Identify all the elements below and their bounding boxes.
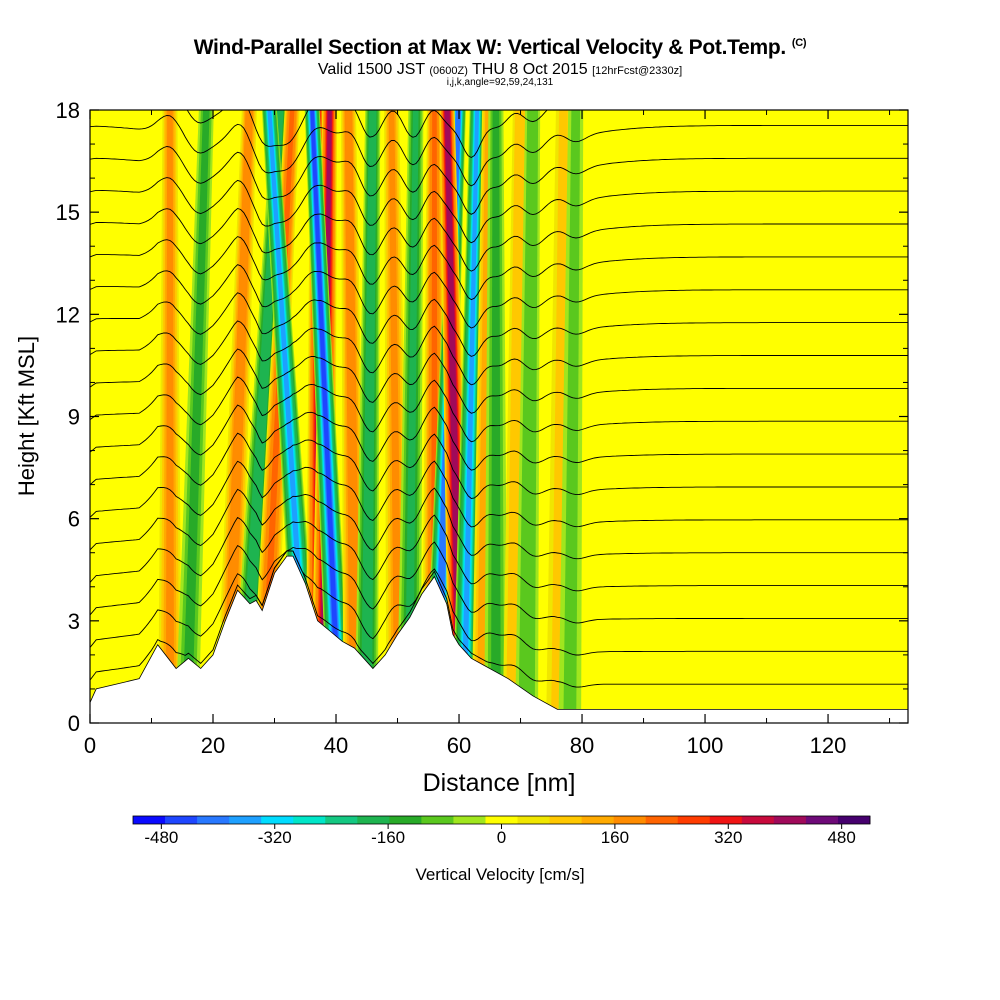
chart-title: Wind-Parallel Section at Max W: Vertical… [0,36,1000,60]
colorbar-segment-16 [645,816,679,824]
w-band-0-level-3 [166,110,174,678]
y-axis-label: Height [Kft MSL] [14,336,39,496]
colorbar-segment-8 [389,816,422,824]
copyright-mark: (C) [791,37,807,49]
colorbar-segment-4 [261,816,294,824]
theta-contour-18 [90,550,908,688]
subtitle-run: [12hrFcst@2330z] [592,65,683,77]
theta-contour-48 [90,177,908,244]
theta-contour-22 [90,541,908,624]
theta-contour-20 [90,550,908,656]
colorbar-segment-12 [517,816,550,824]
y-tick-label-0: 0 [68,711,80,736]
theta-contour-24 [90,514,908,592]
colorbar-label: Vertical Velocity [cm/s] [415,865,584,884]
colorbar-segment-22 [837,816,871,824]
x-tick-label-100: 100 [687,733,724,758]
x-tick-label-20: 20 [201,733,225,758]
y-tick-label-18: 18 [56,98,80,123]
theta-contour-52 [90,115,908,187]
theta-contour-34 [90,376,908,443]
colorbar-segment-7 [357,816,390,824]
colorbar-segment-18 [709,816,743,824]
theta-contour-54 [186,110,577,159]
theta-contour-26 [90,487,908,560]
x-axis-label: Distance [nm] [423,769,576,797]
x-axis: 0 20 40 60 80 100 120 [84,110,891,758]
w-band-20-level-2 [521,110,536,709]
w-band-9-level-4 [346,110,358,666]
chart-subtitle: Valid 1500 JST (0600Z) THU 8 Oct 2015 [1… [0,61,1000,79]
w-band-10-level-4 [363,110,376,679]
colorbar-segment-11 [485,816,518,824]
y-tick-label-6: 6 [68,507,80,532]
colorbar-segment-15 [613,816,647,824]
theta-contour-44 [90,236,908,301]
x-tick-label-40: 40 [324,733,348,758]
x-tick-label-0: 0 [84,733,96,758]
x-tick-label-80: 80 [570,733,594,758]
colorbar-segment-21 [805,816,839,824]
colorbar-tick-label--160: -160 [371,828,405,847]
theta-contour-36 [90,348,908,414]
colorbar-tick-label-480: 480 [827,828,855,847]
w-band-12-level-3 [405,110,419,635]
theta-contour-30 [90,432,908,499]
potential-temperature-contours [90,110,908,688]
chart-params: i,j,k,angle=92,59,24,131 [446,77,554,88]
colorbar-ticks: -480 -320 -160 0 160 320 480 [144,824,856,847]
colorbar-segment-19 [741,816,775,824]
vertical-velocity-field [158,110,584,723]
chart-title-text: Wind-Parallel Section at Max W: Vertical… [193,36,787,59]
y-axis: 0 3 6 9 12 15 18 [56,98,908,736]
colorbar-segment-0 [133,816,166,824]
theta-contour-32 [90,404,908,471]
colorbar-tick-label--320: -320 [258,828,292,847]
subtitle-date: THU 8 Oct 2015 [472,61,588,78]
theta-contour-38 [90,320,908,386]
y-tick-label-9: 9 [68,405,80,430]
colorbar-segment-2 [197,816,230,824]
theta-contour-28 [90,460,908,528]
w-band-11-level-3 [388,110,402,652]
colorbar-segment-14 [581,816,615,824]
colorbar-segment-9 [421,816,454,824]
colorbar-tick-label--480: -480 [144,828,178,847]
y-tick-label-15: 15 [56,200,80,225]
x-tick-label-120: 120 [810,733,847,758]
colorbar-segment-17 [677,816,711,824]
theta-contour-50 [90,146,908,215]
theta-contour-42 [90,264,908,329]
y-tick-label-12: 12 [56,302,80,327]
w-band-16-level-8 [462,110,480,669]
plot-area [90,110,908,723]
colorbar-segment-20 [773,816,807,824]
theta-contour-40 [90,292,908,357]
colorbar [132,815,871,825]
colorbar-tick-label-320: 320 [714,828,742,847]
colorbar-segment-6 [325,816,358,824]
subtitle-utc: (0600Z) [429,65,468,77]
colorbar-segment-10 [453,816,486,824]
colorbar-tick-label-0: 0 [497,828,506,847]
y-tick-label-3: 3 [68,609,80,634]
colorbar-segment-3 [229,816,262,824]
x-tick-label-60: 60 [447,733,471,758]
subtitle-valid: Valid 1500 JST [317,61,425,78]
theta-contour-46 [90,207,908,272]
colorbar-segment-13 [549,816,583,824]
colorbar-segment-1 [165,816,198,824]
colorbar-tick-label-160: 160 [601,828,629,847]
colorbar-segment-5 [293,816,326,824]
w-band-22-level-1 [563,110,581,723]
w-band-18-level-2 [491,110,501,689]
terrain-profile [90,555,908,723]
w-band-8-level-10 [310,110,339,654]
